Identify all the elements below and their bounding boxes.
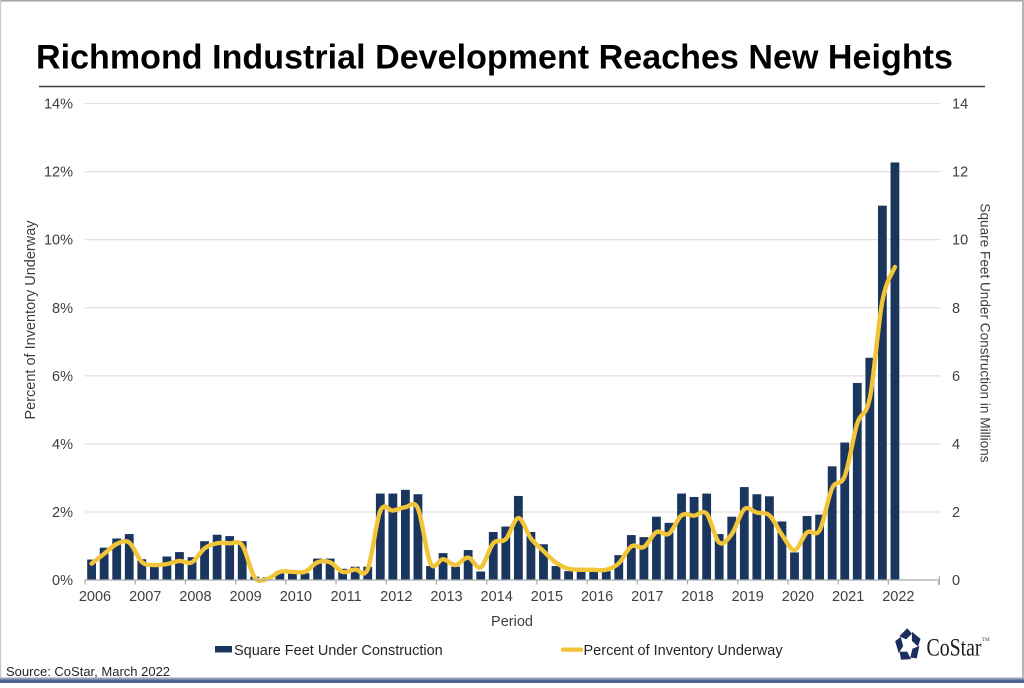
- svg-text:12: 12: [952, 165, 968, 181]
- svg-text:2011: 2011: [330, 589, 361, 605]
- svg-text:2006: 2006: [79, 589, 111, 605]
- svg-text:0: 0: [952, 573, 960, 589]
- svg-text:2: 2: [952, 505, 960, 521]
- svg-text:2010: 2010: [280, 589, 312, 605]
- svg-text:Source: CoStar, March 2022: Source: CoStar, March 2022: [6, 664, 170, 679]
- svg-text:2018: 2018: [681, 589, 713, 605]
- svg-text:8: 8: [952, 301, 960, 317]
- svg-text:2014: 2014: [481, 589, 513, 605]
- svg-text:2015: 2015: [531, 589, 563, 605]
- svg-text:Richmond Industrial Developmen: Richmond Industrial Development Reaches …: [36, 39, 953, 77]
- svg-text:2012: 2012: [380, 589, 412, 605]
- svg-text:8%: 8%: [52, 301, 73, 317]
- svg-text:2013: 2013: [430, 589, 462, 605]
- svg-text:2%: 2%: [52, 505, 73, 521]
- svg-text:2021: 2021: [832, 589, 864, 605]
- svg-text:Percent of Inventory Underway: Percent of Inventory Underway: [23, 220, 39, 420]
- svg-text:2007: 2007: [129, 589, 161, 605]
- svg-text:6: 6: [952, 369, 960, 385]
- svg-text:TM: TM: [982, 637, 990, 643]
- svg-text:2009: 2009: [229, 589, 261, 605]
- svg-text:2019: 2019: [732, 589, 764, 605]
- svg-text:0%: 0%: [52, 573, 73, 589]
- svg-text:12%: 12%: [44, 165, 73, 181]
- svg-text:Square Feet Under Construction: Square Feet Under Construction in Millio…: [978, 203, 993, 462]
- svg-text:14: 14: [952, 97, 968, 113]
- svg-text:2016: 2016: [581, 589, 613, 605]
- svg-text:CoStar: CoStar: [927, 633, 982, 662]
- svg-text:Percent of Inventory Underway: Percent of Inventory Underway: [584, 643, 784, 659]
- svg-text:4%: 4%: [52, 437, 73, 453]
- svg-text:10: 10: [952, 233, 968, 249]
- svg-text:4: 4: [952, 437, 960, 453]
- svg-text:2022: 2022: [882, 589, 914, 605]
- svg-text:14%: 14%: [44, 97, 73, 113]
- svg-text:6%: 6%: [52, 369, 73, 385]
- svg-text:10%: 10%: [44, 233, 73, 249]
- svg-text:Square Feet Under Construction: Square Feet Under Construction: [234, 643, 443, 659]
- svg-text:2008: 2008: [179, 589, 211, 605]
- svg-text:2020: 2020: [782, 589, 814, 605]
- svg-text:2017: 2017: [631, 589, 663, 605]
- svg-text:Period: Period: [491, 614, 533, 630]
